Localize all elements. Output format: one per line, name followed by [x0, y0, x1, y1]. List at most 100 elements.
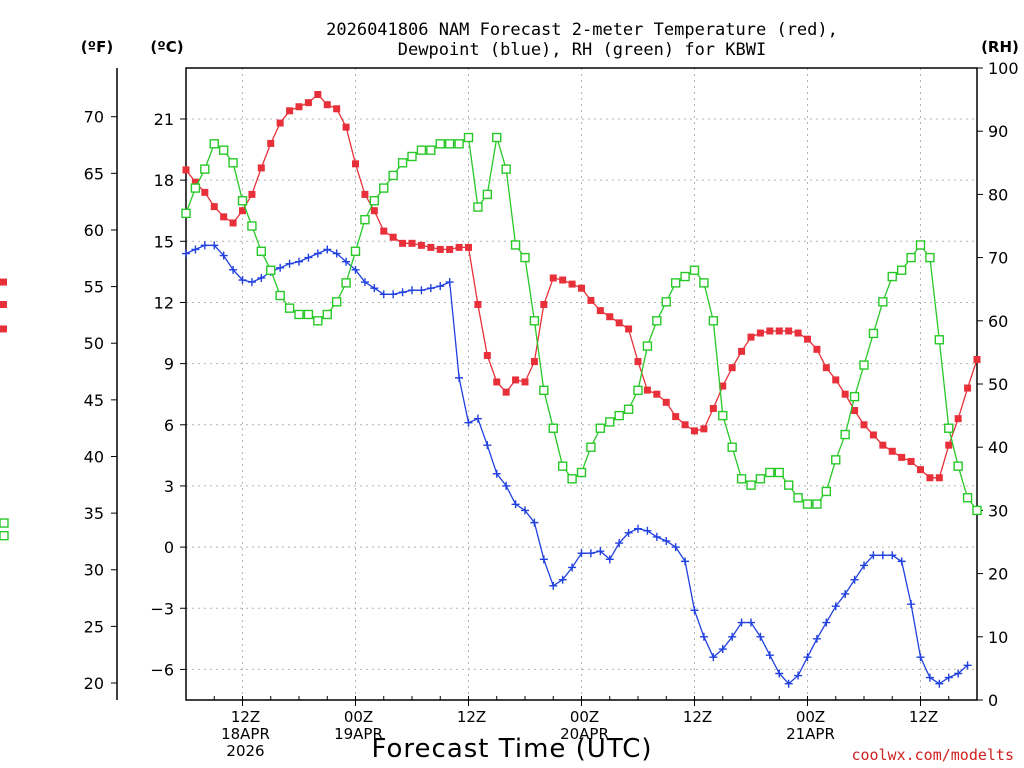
- temperature-point-76: [898, 453, 906, 461]
- x-tick-label-6-1: 12Z: [909, 708, 938, 726]
- rh-point-27: [435, 139, 445, 149]
- rh-tick-label-6: 40: [988, 438, 1008, 457]
- temperature-point-44: [596, 307, 604, 315]
- dewpoint-point-41: [568, 563, 577, 572]
- celsius-tick-label-9: −6: [150, 660, 174, 679]
- rh-point-39: [548, 423, 558, 433]
- temperature-point-54: [691, 427, 698, 435]
- temperature-point-85: [0, 325, 7, 333]
- rh-point-9: [266, 265, 276, 275]
- dewpoint-point-72: [860, 561, 868, 570]
- fahrenheit-tick-label-2: 60: [84, 221, 104, 240]
- temperature-point-39: [549, 274, 557, 282]
- temperature-point-63: [775, 327, 783, 335]
- rh-point-12: [294, 309, 304, 320]
- temperature-point-1: [191, 178, 199, 186]
- rh-point-78: [915, 240, 926, 250]
- rh-point-49: [642, 341, 653, 351]
- temperature-point-62: [766, 327, 774, 335]
- dewpoint-point-37: [530, 518, 539, 527]
- rh-tick-label-4: 60: [988, 312, 1008, 331]
- temperature-point-84: [973, 356, 981, 364]
- dewpoint-point-12: [295, 257, 303, 266]
- celsius-tick-label-5: 6: [164, 416, 174, 435]
- temperature-point-6: [239, 207, 246, 215]
- x-tick-label-1-1: 00Z: [344, 708, 373, 726]
- rh-point-25: [416, 145, 427, 155]
- temperature-point-83: [964, 384, 972, 392]
- temperature-point-70: [841, 390, 849, 398]
- rh-point-17: [341, 278, 351, 288]
- rh-point-14: [313, 316, 323, 326]
- dewpoint-point-30: [464, 418, 473, 427]
- rh-point-74: [878, 297, 888, 307]
- temperature-point-36: [521, 378, 529, 386]
- temperature-point-24: [408, 239, 416, 247]
- rh-point-70: [840, 429, 850, 440]
- rh-tick-label-0: 100: [988, 59, 1019, 78]
- temperature-point-80: [935, 474, 943, 482]
- temperature-point-72: [860, 421, 868, 429]
- dewpoint-point-36: [521, 506, 529, 515]
- temperature-point-22: [389, 233, 397, 241]
- rh-point-65: [793, 493, 803, 503]
- temperature-point-42: [578, 284, 585, 292]
- rh-point-30: [463, 132, 474, 143]
- x-tick-label-3-1: 00Z: [570, 708, 599, 726]
- dewpoint-point-58: [728, 632, 737, 641]
- temperature-point-56: [709, 404, 717, 412]
- rh-point-68: [821, 486, 832, 497]
- dewpoint-point-35: [511, 500, 520, 509]
- rh-point-47: [623, 404, 634, 414]
- rh-tick-label-1: 90: [988, 122, 1008, 141]
- rh-point-5: [228, 158, 238, 168]
- celsius-tick-label-2: 15: [154, 232, 174, 251]
- dewpoint-point-66: [803, 653, 812, 662]
- rh-axis-unit: (RH): [981, 38, 1019, 56]
- x-tick-label-3-2: 20APR: [560, 725, 609, 743]
- rh-point-72: [859, 360, 869, 370]
- temperature-point-69: [832, 376, 840, 384]
- rh-point-54: [689, 265, 700, 275]
- rh-point-59: [736, 474, 747, 484]
- rh-point-7: [247, 221, 257, 231]
- temperature-point-7: [248, 190, 256, 198]
- fahrenheit-tick-label-7: 35: [84, 504, 104, 523]
- rh-point-80: [934, 335, 945, 345]
- rh-point-53: [680, 271, 690, 282]
- celsius-tick-label-3: 12: [154, 293, 174, 312]
- dewpoint-point-0: [182, 249, 190, 258]
- chart-title-line1: 2026041806 NAM Forecast 2-meter Temperat…: [326, 20, 838, 40]
- rh-point-10: [275, 290, 285, 301]
- temperature-point-11: [286, 107, 294, 115]
- rh-point-84: [972, 505, 982, 516]
- rh-point-79: [925, 252, 935, 263]
- temperature-point-26: [427, 243, 435, 251]
- fahrenheit-tick-label-3: 55: [84, 278, 104, 297]
- dewpoint-point-51: [662, 536, 671, 545]
- rh-point-26: [426, 145, 436, 155]
- fahrenheit-tick-label-1: 65: [84, 164, 104, 183]
- dewpoint-point-19: [360, 278, 369, 287]
- rh-point-45: [605, 417, 615, 427]
- rh-point-82: [953, 461, 963, 471]
- rh-point-31: [473, 202, 483, 212]
- temperature-point-46: [615, 319, 623, 327]
- rh-point-24: [407, 151, 417, 162]
- dewpoint-point-69: [831, 602, 840, 611]
- rh-point-67: [812, 499, 822, 509]
- dewpoint-series: [182, 241, 972, 688]
- temperature-point-50: [653, 390, 661, 398]
- rh-tick-label-8: 20: [988, 565, 1008, 584]
- rh-line: [185, 136, 978, 511]
- temperature-point-86: [0, 300, 7, 308]
- dewpoint-point-20: [370, 284, 379, 293]
- rh-point-75: [887, 271, 897, 282]
- dewpoint-point-38: [539, 555, 548, 564]
- temperature-point-27: [436, 245, 444, 253]
- rh-point-6: [237, 196, 248, 206]
- rh-point-19: [360, 214, 370, 225]
- celsius-tick-label-7: 0: [164, 538, 174, 557]
- temperature-point-78: [917, 466, 924, 474]
- temperature-point-45: [606, 313, 614, 321]
